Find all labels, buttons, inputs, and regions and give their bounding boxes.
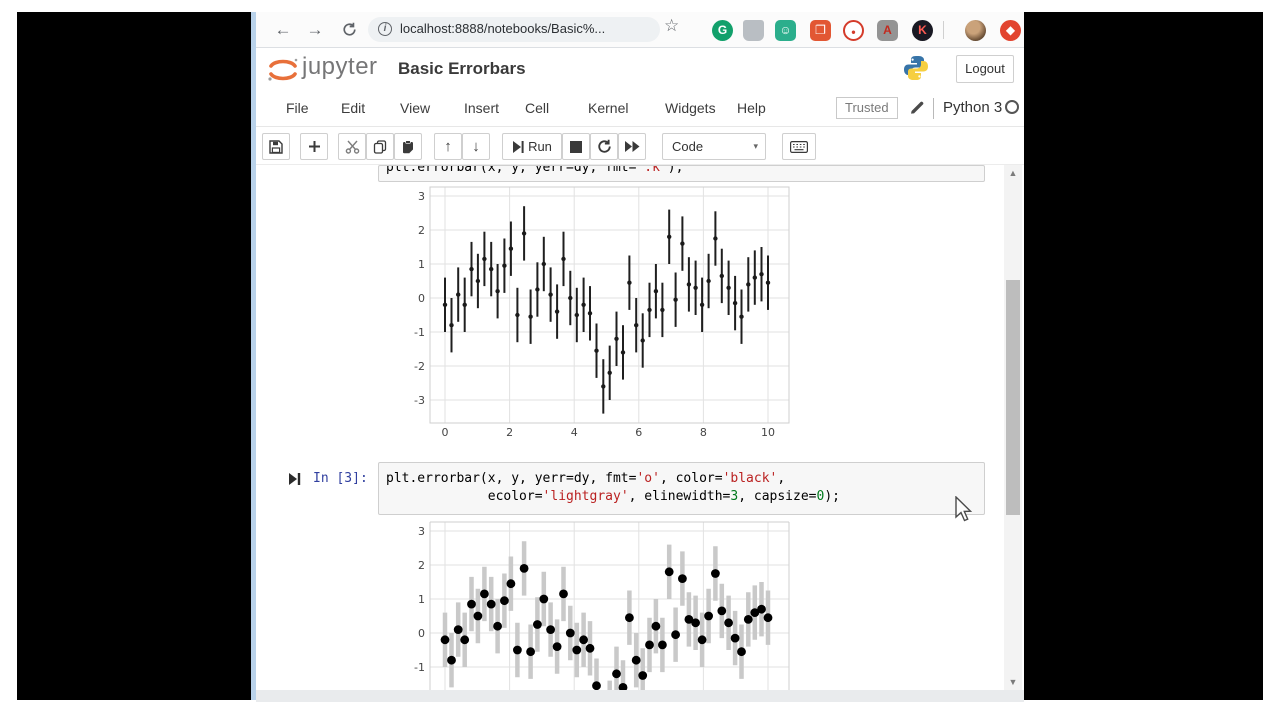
command-palette-button[interactable]: [782, 133, 816, 160]
svg-text:1: 1: [418, 593, 425, 606]
svg-text:0: 0: [442, 426, 449, 439]
forward-icon[interactable]: →: [306, 20, 324, 39]
site-info-icon[interactable]: i: [378, 22, 392, 36]
kernel-idle-icon: [1005, 100, 1019, 114]
svg-text:0: 0: [418, 627, 425, 640]
scroll-down-icon[interactable]: ▼: [1004, 674, 1022, 690]
letterbox-left: [17, 12, 256, 700]
grammarly-icon[interactable]: G: [712, 20, 733, 41]
svg-text:1: 1: [418, 258, 425, 271]
notebook-title[interactable]: Basic Errorbars: [398, 59, 526, 78]
svg-text:-2: -2: [414, 360, 425, 373]
menu-file[interactable]: File: [286, 100, 309, 116]
chevron-down-icon: ▾: [753, 141, 758, 151]
letterbox-right: [1024, 12, 1263, 700]
back-icon[interactable]: ←: [274, 20, 292, 39]
scroll-up-icon[interactable]: ▲: [1004, 165, 1022, 181]
reload-icon[interactable]: [336, 17, 362, 43]
k-badge-icon[interactable]: K: [912, 20, 933, 41]
flag-icon[interactable]: [743, 20, 764, 41]
scrollbar-thumb[interactable]: [1006, 280, 1020, 515]
svg-text:-3: -3: [414, 394, 425, 407]
password-lock-icon[interactable]: •: [843, 20, 864, 41]
move-cell-up-button[interactable]: ↑: [434, 133, 462, 160]
svg-text:8: 8: [700, 426, 707, 439]
notebook-area: plt.errorbar(x, y, yerr=dy, fmt='.k'); 0…: [256, 165, 1024, 690]
code-cell-input-partial[interactable]: plt.errorbar(x, y, yerr=dy, fmt='.k');: [378, 165, 985, 182]
mouse-cursor: [955, 496, 973, 522]
run-button[interactable]: Run: [502, 133, 562, 160]
orange-badge-icon[interactable]: ◆: [1000, 20, 1021, 41]
svg-text:-1: -1: [414, 326, 425, 339]
paste-cells-button[interactable]: [394, 133, 422, 160]
restart-run-all-button[interactable]: [618, 133, 646, 160]
svg-text:-1: -1: [414, 661, 425, 674]
errorbar-plot-output-2: -1 0 1 2 3: [405, 518, 791, 690]
taskbar-strip: [256, 690, 1024, 702]
url-text: localhost:8888/notebooks/Basic%...: [400, 21, 606, 36]
logout-button[interactable]: Logout: [956, 55, 1014, 83]
svg-text:2: 2: [506, 426, 513, 439]
reader-icon[interactable]: ❐: [810, 20, 831, 41]
svg-text:0: 0: [418, 292, 425, 305]
errorbar-plot-output-1: 0 2 4 6 8 10 -3 -2 -1 0 1 2 3: [405, 183, 791, 441]
menu-view[interactable]: View: [400, 100, 431, 116]
robot-icon[interactable]: ☺: [775, 20, 796, 41]
interrupt-kernel-button[interactable]: [562, 133, 590, 160]
edit-pencil-icon: [909, 100, 925, 121]
svg-text:4: 4: [571, 426, 578, 439]
cell-type-value: Code: [672, 139, 704, 154]
browser-toolbar: ← → i localhost:8888/notebooks/Basic%...…: [256, 12, 1024, 48]
kernel-name: Python 3: [943, 99, 1003, 116]
cut-cells-button[interactable]: [338, 133, 366, 160]
profile-avatar[interactable]: [965, 20, 986, 41]
menu-insert[interactable]: Insert: [464, 100, 500, 116]
menu-help[interactable]: Help: [737, 100, 766, 116]
input-prompt: In [3]:: [313, 471, 368, 486]
code-text: plt.errorbar(x, y, yerr=dy, fmt='.k');: [386, 165, 684, 175]
scrollbar[interactable]: ▲ ▼: [1004, 165, 1022, 690]
svg-text:6: 6: [635, 426, 642, 439]
notebook-toolbar: ↑ ↓ Run Code ▾: [256, 127, 1024, 165]
jupyter-logo-icon[interactable]: [266, 55, 300, 90]
menu-kernel[interactable]: Kernel: [588, 100, 629, 116]
python-logo-icon: [902, 54, 930, 87]
jupyter-logo-text[interactable]: jupyter: [302, 53, 378, 80]
window-edge: [251, 12, 256, 700]
svg-text:2: 2: [418, 224, 425, 237]
cell-run-marker-icon[interactable]: [289, 472, 301, 490]
run-label: Run: [528, 139, 552, 154]
svg-text:3: 3: [418, 190, 425, 203]
move-cell-down-button[interactable]: ↓: [462, 133, 490, 160]
svg-text:3: 3: [418, 525, 425, 538]
extensions-divider: [943, 21, 944, 39]
menu-cell[interactable]: Cell: [525, 100, 550, 116]
menu-edit[interactable]: Edit: [341, 100, 366, 116]
browser-window: ← → i localhost:8888/notebooks/Basic%...…: [256, 12, 1024, 690]
code-text: plt.errorbar(x, y, yerr=dy, fmt='o', col…: [386, 471, 840, 504]
bookmark-star-icon[interactable]: ☆: [664, 16, 680, 35]
svg-text:2: 2: [418, 559, 425, 572]
menu-widgets[interactable]: Widgets: [665, 100, 716, 116]
add-cell-button[interactable]: [300, 133, 328, 160]
notebook-header: jupyter Basic Errorbars Logout: [256, 48, 1024, 90]
acrobat-icon[interactable]: A: [877, 20, 898, 41]
copy-cells-button[interactable]: [366, 133, 394, 160]
code-cell-input-in3[interactable]: plt.errorbar(x, y, yerr=dy, fmt='o', col…: [378, 462, 985, 515]
menu-bar: File Edit View Insert Cell Kernel Widget…: [256, 90, 1024, 127]
save-button[interactable]: [262, 133, 290, 160]
menubar-divider: [933, 98, 934, 119]
svg-text:10: 10: [761, 426, 775, 439]
trusted-badge: Trusted: [836, 97, 898, 119]
restart-kernel-button[interactable]: [590, 133, 618, 160]
cell-type-dropdown[interactable]: Code ▾: [662, 133, 766, 160]
url-bar[interactable]: i localhost:8888/notebooks/Basic%...: [368, 17, 660, 42]
